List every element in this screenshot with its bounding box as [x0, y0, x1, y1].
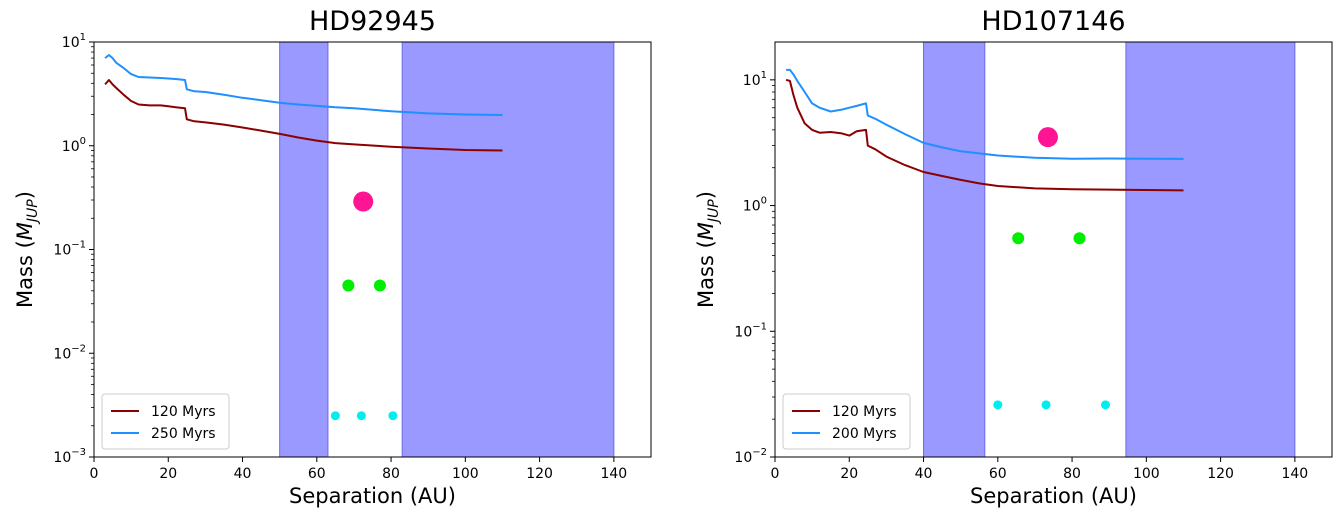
chart0-x-tick-label-6: 120	[526, 466, 553, 482]
chart0-planet-marker-2	[373, 279, 386, 292]
chart1-x-tick-label-0: 0	[771, 466, 780, 482]
chart1-y-tick-label-3: 101	[743, 70, 767, 89]
chart0-planet-marker-0	[353, 191, 374, 212]
chart0-shaded-region-0	[279, 42, 329, 457]
chart1-x-tick-label-1: 20	[840, 466, 858, 482]
chart0-plot-area	[104, 42, 615, 457]
chart0-planet-marker-1	[342, 279, 355, 292]
chart1-x-tick-label-7: 140	[1281, 466, 1308, 482]
chart1-legend-box	[782, 393, 911, 450]
chart0: 0 20 40 60 80 100 120 140 10−3 10−2 10−1 100 101 HD92…	[13, 6, 652, 508]
chart1-planet-marker-5	[1100, 400, 1110, 410]
chart0-x-tick-label-0: 0	[90, 466, 99, 482]
chart1-y-axis-label: Mass (MJUP)	[694, 191, 722, 308]
chart0-x-tick-label-3: 60	[308, 466, 326, 482]
chart1-x-tick-label-4: 80	[1063, 466, 1081, 482]
chart1-plot-area	[785, 42, 1296, 457]
chart1-y-tick-label-0: 10−2	[734, 447, 767, 466]
chart1-series-line-1	[786, 68, 1184, 160]
chart0-y-axis-label: Mass (MJUP)	[13, 191, 41, 308]
chart0-legend-box	[101, 393, 230, 450]
chart1-axes-frame	[774, 41, 1333, 458]
chart0-y-tick-label-4: 101	[62, 32, 86, 51]
chart0-x-tick-label-7: 140	[600, 466, 627, 482]
chart0-legend: 120 Myrs 250 Myrs	[101, 393, 230, 450]
chart0-series-line-0	[104, 79, 503, 152]
chart1-x-tick-label-2: 40	[915, 466, 933, 482]
chart1-y-tick-label-1: 10−1	[734, 321, 767, 340]
chart1-x-tick-label-5: 100	[1133, 466, 1160, 482]
chart1-shaded-region-1	[1125, 42, 1296, 457]
chart0-x-tick-label-5: 100	[452, 466, 479, 482]
chart0-y-tick-label-1: 10−2	[53, 343, 86, 362]
chart0-x-tick-label-4: 80	[382, 466, 400, 482]
chart1-planet-marker-0	[1037, 127, 1058, 148]
chart0-x-axis-label: Separation (AU)	[289, 484, 456, 508]
chart1-title: HD107146	[981, 6, 1125, 37]
chart1-x-axis-label: Separation (AU)	[970, 484, 1137, 508]
chart1: 0 20 40 60 80 100 120 140 10−2 10−1 100 101 HD107146…	[694, 6, 1333, 508]
chart1-series-line-0	[785, 78, 1184, 192]
chart0-planet-marker-3	[330, 411, 340, 421]
chart0-legend-label-1: 250 Myrs	[151, 426, 216, 442]
chart1-y-tick-label-2: 100	[743, 196, 767, 215]
chart1-legend: 120 Myrs 200 Myrs	[782, 393, 911, 450]
chart1-planet-marker-2	[1073, 232, 1086, 245]
chart1-planet-marker-3	[993, 400, 1003, 410]
chart0-shaded-region-1	[401, 42, 615, 457]
chart0-planet-marker-4	[356, 411, 366, 421]
chart1-legend-label-0: 120 Myrs	[832, 404, 897, 420]
chart1-planet-marker-1	[1012, 232, 1025, 245]
chart0-series-line-1	[104, 54, 503, 116]
chart0-x-tick-label-2: 40	[234, 466, 252, 482]
chart0-x-tick-label-1: 20	[159, 466, 177, 482]
chart0-legend-label-0: 120 Myrs	[151, 404, 216, 420]
chart0-y-tick-label-0: 10−3	[53, 447, 86, 466]
chart0-title: HD92945	[309, 6, 436, 37]
chart0-y-tick-label-2: 10−1	[53, 240, 86, 259]
chart1-x-tick-label-6: 120	[1207, 466, 1234, 482]
chart1-legend-label-1: 200 Myrs	[832, 426, 897, 442]
chart0-y-tick-label-3: 100	[62, 136, 86, 155]
chart1-planet-marker-4	[1041, 400, 1051, 410]
chart0-planet-marker-5	[388, 411, 398, 421]
chart1-shaded-region-0	[923, 42, 986, 457]
chart1-x-tick-label-3: 60	[989, 466, 1007, 482]
